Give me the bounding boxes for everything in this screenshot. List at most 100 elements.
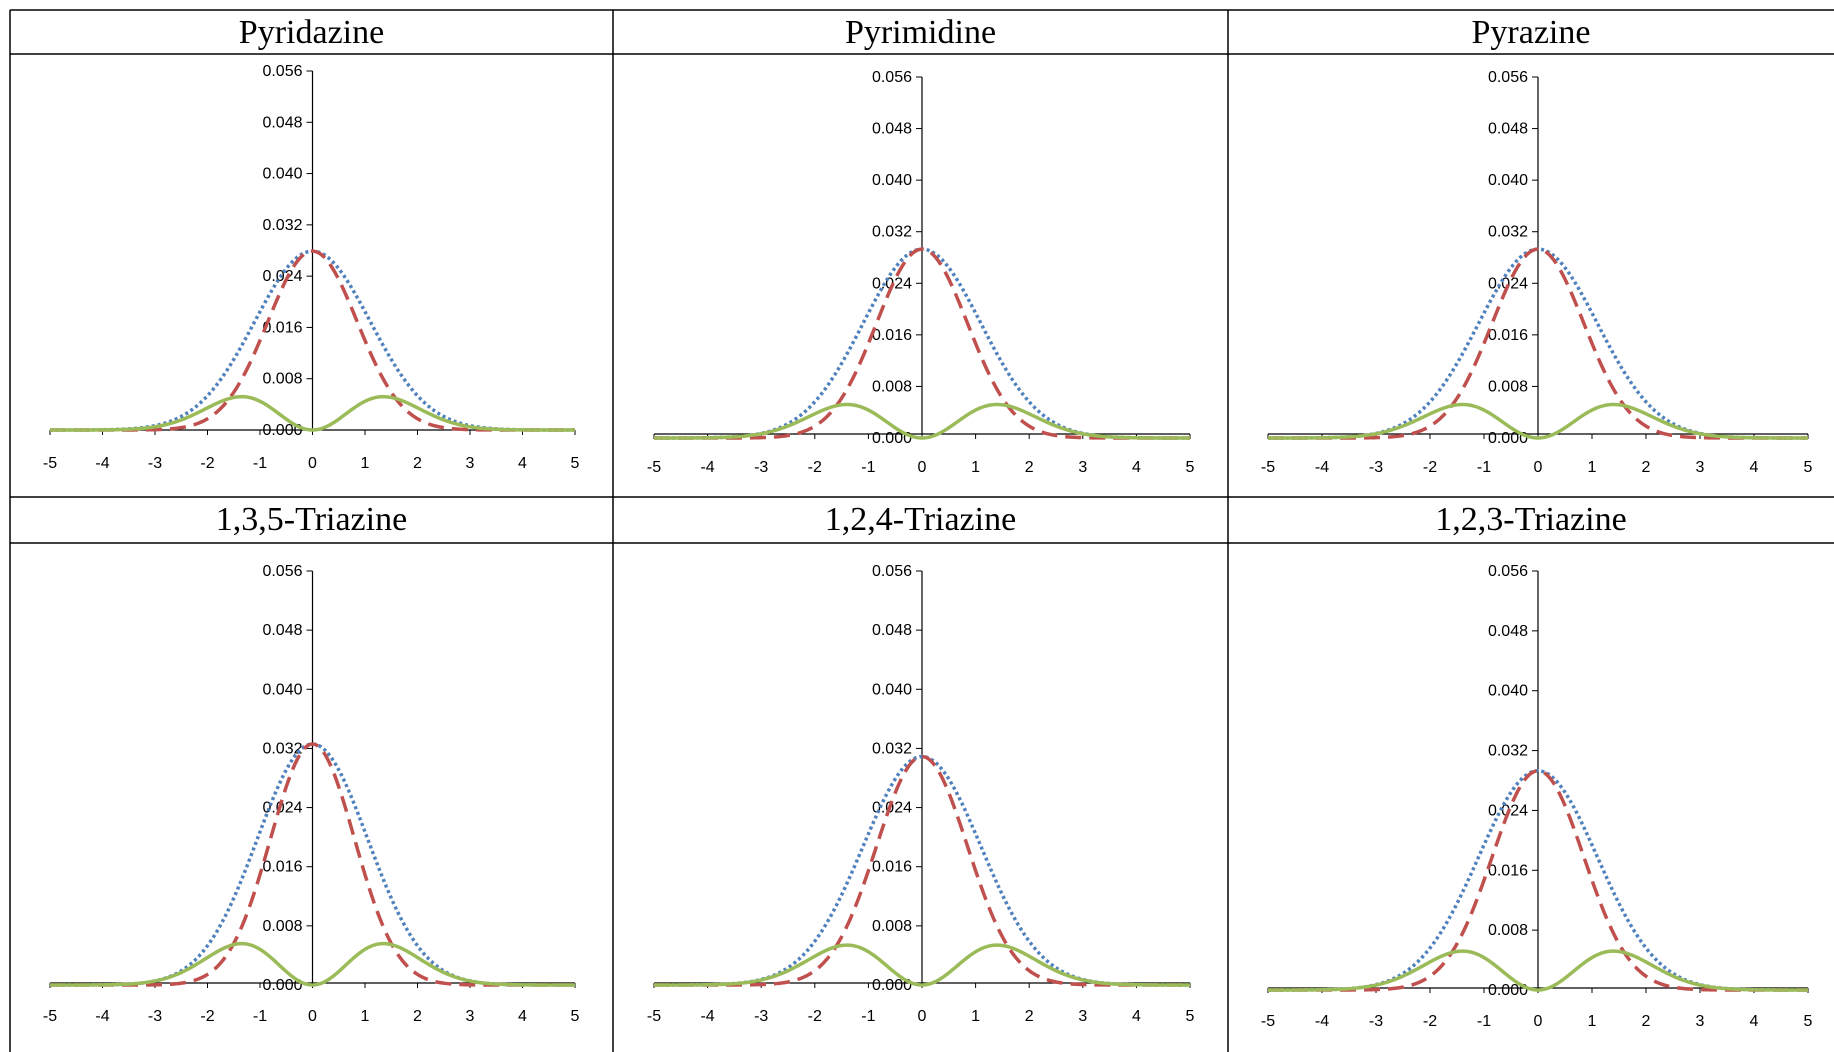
chart-panel: 0.0000.0080.0160.0240.0320.0400.0480.056… <box>43 563 580 1025</box>
x-tick-label: -2 <box>200 455 214 472</box>
series-line-dashed <box>654 754 1190 987</box>
x-tick-label: -3 <box>754 1008 768 1025</box>
y-tick-label: 0.056 <box>262 63 302 80</box>
x-tick-label: 2 <box>413 455 422 472</box>
x-tick-label: -2 <box>1423 459 1437 476</box>
y-tick-label: 0.016 <box>1488 327 1528 344</box>
y-tick-label: 0.040 <box>262 681 302 698</box>
panel-title: Pyridazine <box>238 14 385 51</box>
x-tick-label: -4 <box>1315 1013 1329 1030</box>
y-tick-label: 0.048 <box>872 121 912 138</box>
y-tick-label: 0.032 <box>872 224 912 241</box>
y-tick-label: 0.040 <box>1488 683 1528 700</box>
x-tick-label: 4 <box>1132 1008 1141 1025</box>
y-tick-label: 0.032 <box>1488 743 1528 760</box>
x-tick-label: 4 <box>1132 459 1141 476</box>
x-tick-label: 1 <box>361 455 370 472</box>
x-tick-label: 0 <box>308 1008 317 1025</box>
x-tick-label: -1 <box>861 1008 875 1025</box>
x-tick-label: 0 <box>918 1008 927 1025</box>
y-tick-label: 0.024 <box>872 800 912 817</box>
x-tick-label: -1 <box>253 1008 267 1025</box>
panel-title: 1,3,5-Triazine <box>215 501 408 538</box>
y-tick-label: 0.048 <box>1488 121 1528 138</box>
x-tick-label: 0 <box>918 459 927 476</box>
x-tick-label: 1 <box>1588 1013 1597 1030</box>
x-tick-label: 3 <box>1696 1013 1705 1030</box>
x-tick-label: -4 <box>1315 459 1329 476</box>
y-tick-label: 0.056 <box>1488 69 1528 86</box>
x-tick-label: 4 <box>518 455 527 472</box>
x-tick-label: -1 <box>1477 1013 1491 1030</box>
x-tick-label: -3 <box>754 459 768 476</box>
panel-title: 1,2,4-Triazine <box>824 501 1017 538</box>
x-tick-label: 0 <box>308 455 317 472</box>
x-tick-label: 1 <box>971 459 980 476</box>
y-tick-label: 0.016 <box>262 319 302 336</box>
x-tick-label: 4 <box>518 1008 527 1025</box>
x-tick-label: 2 <box>413 1008 422 1025</box>
y-tick-label: 0.008 <box>872 378 912 395</box>
series-line-solid <box>50 941 575 987</box>
x-tick-label: -3 <box>1369 1013 1383 1030</box>
y-tick-label: 0.048 <box>1488 623 1528 640</box>
y-tick-label: 0.000 <box>872 977 912 994</box>
x-tick-label: -5 <box>647 459 661 476</box>
panel-title: 1,2,3-Triazine <box>1435 501 1627 538</box>
y-tick-label: 0.000 <box>1488 430 1528 447</box>
y-tick-label: 0.032 <box>1488 224 1528 241</box>
y-tick-label: 0.000 <box>872 430 912 447</box>
y-tick-label: 0.056 <box>1488 563 1528 580</box>
y-tick-label: 0.016 <box>872 327 912 344</box>
y-tick-label: 0.016 <box>262 859 302 876</box>
x-tick-label: 2 <box>1642 1013 1651 1030</box>
y-tick-label: 0.056 <box>262 563 302 580</box>
x-tick-label: 5 <box>1804 459 1813 476</box>
chart-panel: 0.0000.0080.0160.0240.0320.0400.0480.056… <box>1261 563 1813 1030</box>
y-tick-label: 0.048 <box>262 114 302 131</box>
y-tick-label: 0.008 <box>1488 922 1528 939</box>
y-tick-label: 0.000 <box>262 422 302 439</box>
y-tick-label: 0.032 <box>262 740 302 757</box>
y-tick-label: 0.032 <box>872 740 912 757</box>
x-tick-label: 3 <box>466 1008 475 1025</box>
y-tick-label: 0.016 <box>872 859 912 876</box>
series-line-dotted <box>654 754 1190 987</box>
x-tick-label: -4 <box>95 1008 109 1025</box>
series-line-solid <box>50 394 575 432</box>
x-tick-label: -3 <box>1369 459 1383 476</box>
x-tick-label: -3 <box>148 1008 162 1025</box>
x-tick-label: 5 <box>1804 1013 1813 1030</box>
series-line-solid <box>1268 949 1808 992</box>
x-tick-label: 5 <box>1186 1008 1195 1025</box>
series-line-solid <box>654 402 1190 440</box>
x-tick-label: 5 <box>571 1008 580 1025</box>
y-tick-label: 0.008 <box>262 371 302 388</box>
series-line-solid <box>1268 402 1808 440</box>
x-tick-label: 1 <box>1588 459 1597 476</box>
x-tick-label: 3 <box>1078 459 1087 476</box>
x-tick-label: -1 <box>861 459 875 476</box>
y-tick-label: 0.024 <box>1488 275 1528 292</box>
y-tick-label: 0.008 <box>1488 378 1528 395</box>
x-tick-label: -2 <box>200 1008 214 1025</box>
x-tick-label: 3 <box>1696 459 1705 476</box>
y-tick-label: 0.008 <box>872 918 912 935</box>
x-tick-label: -5 <box>647 1008 661 1025</box>
y-tick-label: 0.056 <box>872 563 912 580</box>
x-tick-label: 1 <box>361 1008 370 1025</box>
y-tick-label: 0.000 <box>1488 982 1528 999</box>
x-tick-label: 3 <box>1078 1008 1087 1025</box>
x-tick-label: 2 <box>1025 459 1034 476</box>
y-tick-label: 0.056 <box>872 69 912 86</box>
x-tick-label: -5 <box>1261 459 1275 476</box>
x-tick-label: 4 <box>1750 459 1759 476</box>
y-tick-label: 0.048 <box>872 622 912 639</box>
y-tick-label: 0.040 <box>1488 172 1528 189</box>
y-tick-label: 0.048 <box>262 622 302 639</box>
x-tick-label: -2 <box>808 459 822 476</box>
x-tick-label: 4 <box>1750 1013 1759 1030</box>
x-tick-label: -3 <box>148 455 162 472</box>
x-tick-label: 3 <box>466 455 475 472</box>
